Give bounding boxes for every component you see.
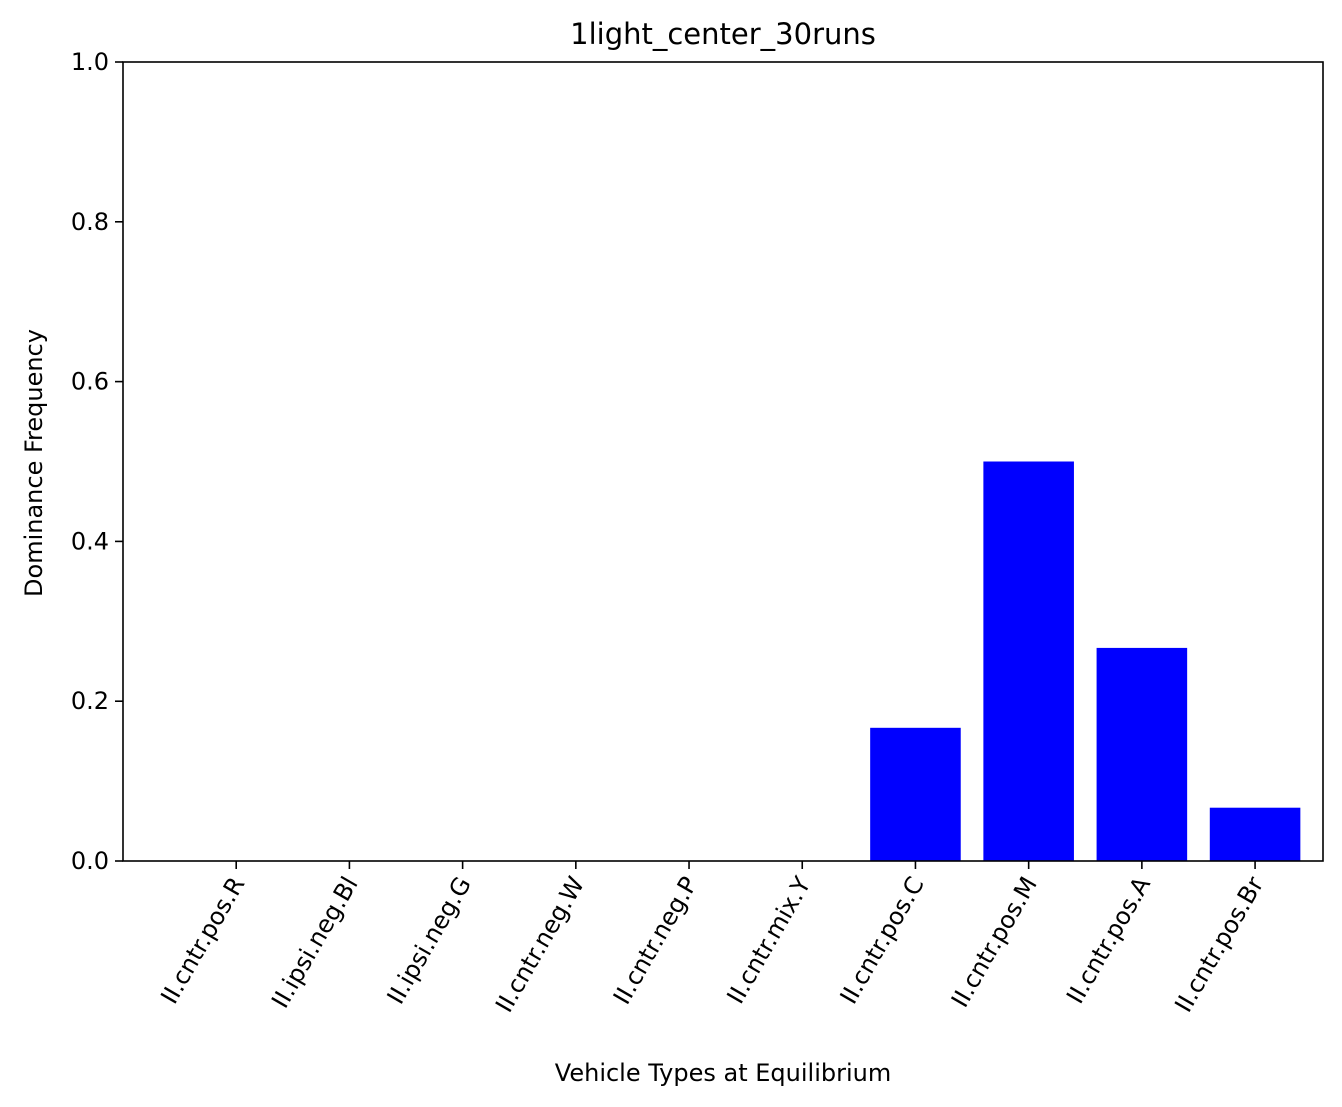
y-axis-ticks: 0.0 0.2 0.4 0.6 0.8 1.0 [71,48,123,875]
y-tick-label: 0.4 [71,527,109,555]
x-axis-label: Vehicle Types at Equilibrium [555,1059,891,1087]
bar-group [870,461,1301,861]
y-axis-label: Dominance Frequency [20,329,48,597]
bar-II.cntr.pos.A [1096,647,1188,861]
bar-II.cntr.pos.C [870,727,961,861]
bar-II.cntr.pos.Br [1209,807,1301,861]
chart-title: 1light_center_30runs [570,17,876,51]
y-tick-label: 0.6 [71,368,109,396]
y-tick-label: 0.0 [71,847,109,875]
y-tick-label: 0.8 [71,208,109,236]
bar-II.cntr.pos.M [983,461,1074,861]
y-tick-label: 0.2 [71,687,109,715]
y-tick-label: 1.0 [71,48,109,76]
plot-frame [122,61,1324,862]
